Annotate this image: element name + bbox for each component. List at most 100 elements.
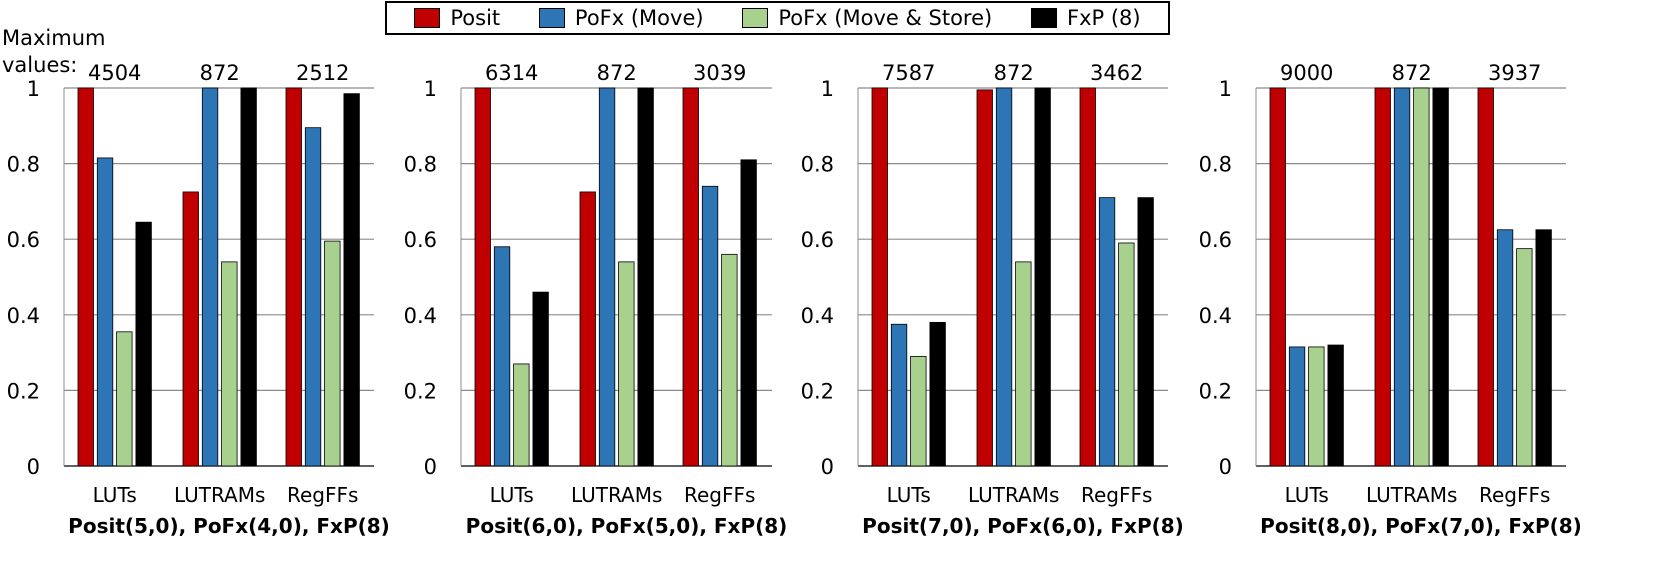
chart-4-ytick-label: 0 xyxy=(1219,455,1232,479)
chart-3-max-value-label: 872 xyxy=(994,61,1034,85)
chart-3-bar-luts-fxp-8 xyxy=(929,321,946,467)
chart-3-bar-regffs-posit xyxy=(1079,87,1096,467)
chart-3-bar-luts-posit xyxy=(871,87,888,467)
chart-1-max-value-label: 4504 xyxy=(88,61,141,85)
chart-1-bar-regffs-pofx-move xyxy=(304,127,322,467)
chart-1-bar-lutrams-pofx-move xyxy=(201,87,219,467)
chart-4-bar-lutrams-pofx-move-store xyxy=(1413,87,1430,467)
chart-1-bar-lutrams-fxp-8 xyxy=(240,87,257,467)
chart-1-bar-luts-fxp-8 xyxy=(135,221,152,467)
chart-2-max-value-label: 3039 xyxy=(693,61,746,85)
chart-2-bar-luts-pofx-move xyxy=(493,246,511,467)
legend-label-fxp: FxP (8) xyxy=(1067,6,1141,30)
chart-3-bar-lutrams-posit xyxy=(976,89,993,467)
chart-4-ytick-label: 0.8 xyxy=(1199,153,1232,177)
chart-4-ytick-label: 0.4 xyxy=(1199,304,1232,328)
chart-4-ytick-label: 1 xyxy=(1219,77,1232,101)
max-values-label: Maximum values: xyxy=(2,25,105,79)
chart-3-ytick-label: 0.4 xyxy=(801,304,834,328)
legend-item-fxp: FxP (8) xyxy=(1031,6,1141,30)
chart-2-category-label: LUTRAMs xyxy=(571,483,662,507)
legend-label-pofx-move: PoFx (Move) xyxy=(574,6,704,30)
legend-swatch-pofx-move xyxy=(538,8,565,28)
chart-4-bar-luts-fxp-8 xyxy=(1327,344,1344,467)
chart-2-bar-luts-pofx-move-store xyxy=(513,363,530,467)
chart-2-bar-regffs-posit xyxy=(682,87,699,467)
chart-1-max-value-label: 2512 xyxy=(296,61,349,85)
chart-4-bar-regffs-posit xyxy=(1477,87,1494,467)
chart-3-ytick-label: 0.6 xyxy=(801,228,834,252)
chart-1-bar-lutrams-pofx-move-store xyxy=(221,261,238,467)
chart-2-max-value-label: 6314 xyxy=(485,61,538,85)
chart-2-ytick-label: 0.6 xyxy=(404,228,437,252)
chart-4-ytick-label: 0.6 xyxy=(1199,228,1232,252)
chart-2-bar-lutrams-fxp-8 xyxy=(637,87,654,467)
chart-4-bar-luts-posit xyxy=(1269,87,1286,467)
chart-1-category-label: RegFFs xyxy=(287,483,358,507)
chart-3-max-value-label: 7587 xyxy=(882,61,935,85)
chart-2-ytick-label: 0.4 xyxy=(404,304,437,328)
chart-3-bar-luts-pofx-move-store xyxy=(910,355,927,467)
chart-1-bar-lutrams-posit xyxy=(182,191,199,467)
chart-2-ytick-label: 0.2 xyxy=(404,379,437,403)
chart-4-max-value-label: 3937 xyxy=(1488,61,1541,85)
chart-3-bar-luts-pofx-move xyxy=(890,323,908,467)
chart-2-bar-luts-fxp-8 xyxy=(532,291,549,467)
chart-1-bar-regffs-posit xyxy=(285,87,302,467)
legend-swatch-posit xyxy=(414,8,441,28)
chart-2-bar-lutrams-pofx-move-store xyxy=(618,261,635,467)
chart-1-max-value-label: 872 xyxy=(200,61,240,85)
chart-1-ytick-label: 0.2 xyxy=(7,379,40,403)
chart-3-category-label: LUTRAMs xyxy=(968,483,1059,507)
chart-1-bar-luts-posit xyxy=(77,87,94,467)
chart-2-ytick-label: 0 xyxy=(424,455,437,479)
chart-3-max-value-label: 3462 xyxy=(1090,61,1143,85)
chart-3-title: Posit(7,0), PoFx(6,0), FxP(8) xyxy=(862,514,1184,538)
max-values-label-line1: Maximum xyxy=(2,26,106,50)
chart-1-bar-luts-pofx-move xyxy=(96,157,114,467)
chart-2-ytick-label: 1 xyxy=(424,77,437,101)
chart-1-ytick-label: 0.6 xyxy=(7,228,40,252)
chart-4-max-value-label: 9000 xyxy=(1280,61,1333,85)
chart-legend: Posit PoFx (Move) PoFx (Move & Store) Fx… xyxy=(385,1,1170,35)
chart-4-bar-regffs-pofx-move-store xyxy=(1516,248,1533,467)
chart-2-title: Posit(6,0), PoFx(5,0), FxP(8) xyxy=(466,514,788,538)
chart-3-ytick-label: 0 xyxy=(821,455,834,479)
chart-2-bar-lutrams-pofx-move xyxy=(598,87,616,467)
chart-2-bar-regffs-fxp-8 xyxy=(740,159,757,467)
chart-2-bar-lutrams-posit xyxy=(579,191,596,467)
chart-4-max-value-label: 872 xyxy=(1392,61,1432,85)
chart-3-ytick-label: 0.8 xyxy=(801,153,834,177)
chart-1-ytick-label: 0.8 xyxy=(7,153,40,177)
chart-3-bar-regffs-pofx-move xyxy=(1098,197,1116,467)
chart-2-max-value-label: 872 xyxy=(597,61,637,85)
chart-1-ytick-label: 1 xyxy=(27,77,40,101)
chart-2-bar-regffs-pofx-move xyxy=(701,185,719,467)
chart-2-category-label: LUTs xyxy=(490,483,534,507)
chart-3-bar-lutrams-pofx-move-store xyxy=(1015,261,1032,467)
chart-3-bar-lutrams-pofx-move xyxy=(995,87,1013,467)
chart-3-bar-lutrams-fxp-8 xyxy=(1034,87,1051,467)
chart-3-ytick-label: 0.2 xyxy=(801,379,834,403)
legend-item-pofx-move-store: PoFx (Move & Store) xyxy=(742,6,992,30)
legend-item-pofx-move: PoFx (Move) xyxy=(538,6,704,30)
chart-1-category-label: LUTs xyxy=(93,483,137,507)
chart-4-bar-luts-pofx-move-store xyxy=(1308,346,1325,467)
chart-1-bar-luts-pofx-move-store xyxy=(116,331,133,467)
chart-4-bar-regffs-pofx-move xyxy=(1496,229,1514,467)
chart-3-bar-regffs-fxp-8 xyxy=(1137,197,1154,467)
chart-2-bar-luts-posit xyxy=(474,87,491,467)
chart-4-bar-luts-pofx-move xyxy=(1288,346,1306,467)
chart-3-category-label: LUTs xyxy=(887,483,931,507)
chart-2-ytick-label: 0.8 xyxy=(404,153,437,177)
legend-item-posit: Posit xyxy=(414,6,500,30)
chart-4-category-label: LUTRAMs xyxy=(1366,483,1457,507)
legend-label-pofx-move-store: PoFx (Move & Store) xyxy=(778,6,993,30)
chart-4-bar-lutrams-posit xyxy=(1374,87,1391,467)
chart-4-category-label: RegFFs xyxy=(1479,483,1550,507)
chart-1-ytick-label: 0 xyxy=(27,455,40,479)
chart-4-bar-lutrams-fxp-8 xyxy=(1432,87,1449,467)
legend-label-posit: Posit xyxy=(450,6,501,30)
chart-1-ytick-label: 0.4 xyxy=(7,304,40,328)
